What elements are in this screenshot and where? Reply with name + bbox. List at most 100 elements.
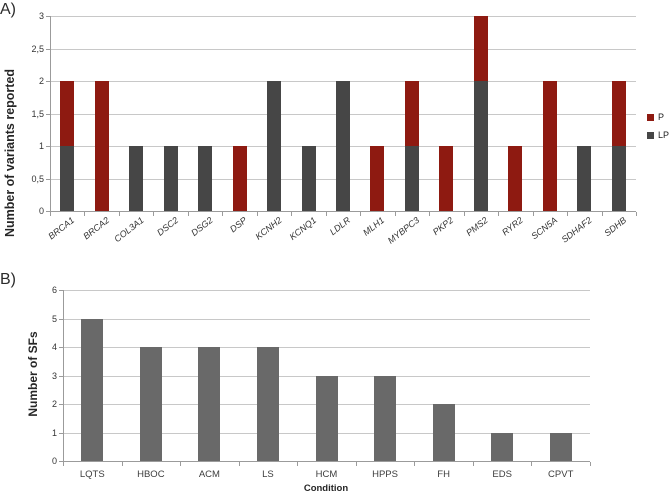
bar-COL3A1-LP [129,146,144,211]
y-tick-label-0: 0 [38,206,44,216]
x-tick-label-HCM: HCM [315,469,338,480]
y-tick-label-2: 2 [51,399,57,409]
x-tick-mark [291,212,293,216]
bar-DSC2-LP [163,146,178,211]
x-tick-mark [360,212,362,216]
x-tick-mark [297,462,299,466]
x-tick-label-LS: LS [262,469,274,480]
x-tick-label-FH: FH [437,469,450,480]
y-tick-mark [59,318,63,320]
x-tick-label-PMS2: PMS2 [464,215,491,238]
x-tick-label-MYBPC3: MYBPC3 [385,215,422,246]
panel-a-label: A) [0,1,16,18]
x-tick-label-SDHB: SDHB [602,215,628,239]
x-tick-mark [463,212,465,216]
legend-item-p: P [647,113,669,122]
x-tick-label-DSP: DSP [228,215,249,235]
bar-PKP2-P [439,146,454,211]
x-tick-label-SCN5A: SCN5A [529,215,559,242]
x-tick-mark [472,462,474,466]
x-tick-mark [222,212,224,216]
x-tick-mark [355,462,357,466]
y-tick-mark [46,211,50,212]
lp-swatch-icon [647,132,654,139]
bar-HBOC-SFs [139,347,162,461]
y-tick-label-6: 6 [51,285,57,295]
x-tick-mark [187,212,189,216]
bar-EDS-SFs [491,432,514,461]
bar-KCNQ1-LP [301,146,316,211]
bar-SDHB-LP [611,146,626,211]
gridline-3 [50,16,636,17]
x-tick-mark [531,462,533,466]
x-tick-mark [601,212,603,216]
y-tick-label-3: 3 [38,11,44,21]
y-tick-label-1: 1 [51,427,57,438]
x-tick-label-EDS: EDS [492,469,512,480]
y-tick-label-3: 3 [51,370,57,381]
x-tick-mark [180,462,182,466]
x-tick-label-ACM: ACM [198,469,220,480]
chart-a-legend: P LP [647,113,669,140]
bar-SDHAF2-LP [577,146,592,211]
y-axis-line [63,290,64,461]
bar-FH-SFs [432,404,455,461]
x-tick-mark [394,212,396,216]
bar-SCN5A-P [542,81,557,211]
x-tick-mark [590,462,591,466]
bar-PMS2-LP [473,81,488,211]
x-tick-label-KCNQ1: KCNQ1 [287,215,318,242]
bar-CPVT-SFs [549,432,572,461]
x-tick-mark [429,212,431,216]
x-tick-mark [121,462,123,466]
y-tick-mark [46,16,50,17]
y-tick-mark [46,48,50,50]
x-tick-label-RYR2: RYR2 [499,215,525,238]
bar-HCM-SFs [315,375,338,461]
y-tick-mark [59,432,63,434]
y-axis-line [50,16,51,211]
x-tick-mark [50,212,51,216]
bar-BRCA2-P [94,81,109,211]
y-tick-label-1: 1 [38,141,44,151]
gridline-5 [63,318,590,320]
x-tick-label-PKP2: PKP2 [431,215,456,238]
gridline-6 [63,290,590,291]
bar-HPPS-SFs [374,375,397,461]
x-tick-label-HBOC: HBOC [137,469,165,480]
x-tick-mark [498,212,500,216]
x-tick-mark [153,212,155,216]
x-tick-mark [414,462,416,466]
x-tick-mark [325,212,327,216]
y-tick-label-2: 2 [38,76,44,86]
y-tick-mark [59,290,63,291]
x-tick-label-COL3A1: COL3A1 [111,215,146,245]
x-tick-mark [118,212,120,216]
bar-MYBPC3-P [404,81,419,146]
p-swatch-icon [647,114,654,121]
y-tick-label-1,5: 1,5 [31,108,44,119]
bar-ACM-SFs [198,347,221,461]
bar-BRCA1-LP [60,146,75,211]
y-tick-mark [46,178,50,180]
bar-LQTS-SFs [81,318,104,461]
y-tick-mark [59,404,63,405]
bar-KCNH2-LP [267,81,282,211]
y-tick-mark [46,113,50,115]
x-tick-label-LQTS: LQTS [79,469,105,480]
x-tick-label-DSG2: DSG2 [188,215,215,238]
bar-BRCA1-P [60,81,75,146]
x-tick-label-LDLR: LDLR [327,215,353,238]
x-tick-mark [532,212,534,216]
gridline-2.5 [50,48,636,50]
x-axis-line [63,461,590,462]
y-tick-label-2,5: 2,5 [31,43,44,54]
y-tick-label-5: 5 [51,313,57,324]
x-tick-label-KCNH2: KCNH2 [253,215,284,242]
x-tick-label-CPVT: CPVT [548,469,574,480]
x-tick-label-SDHAF2: SDHAF2 [559,215,594,245]
bar-MYBPC3-LP [404,146,419,211]
y-tick-label-0: 0 [51,456,57,466]
y-tick-mark [59,347,63,348]
